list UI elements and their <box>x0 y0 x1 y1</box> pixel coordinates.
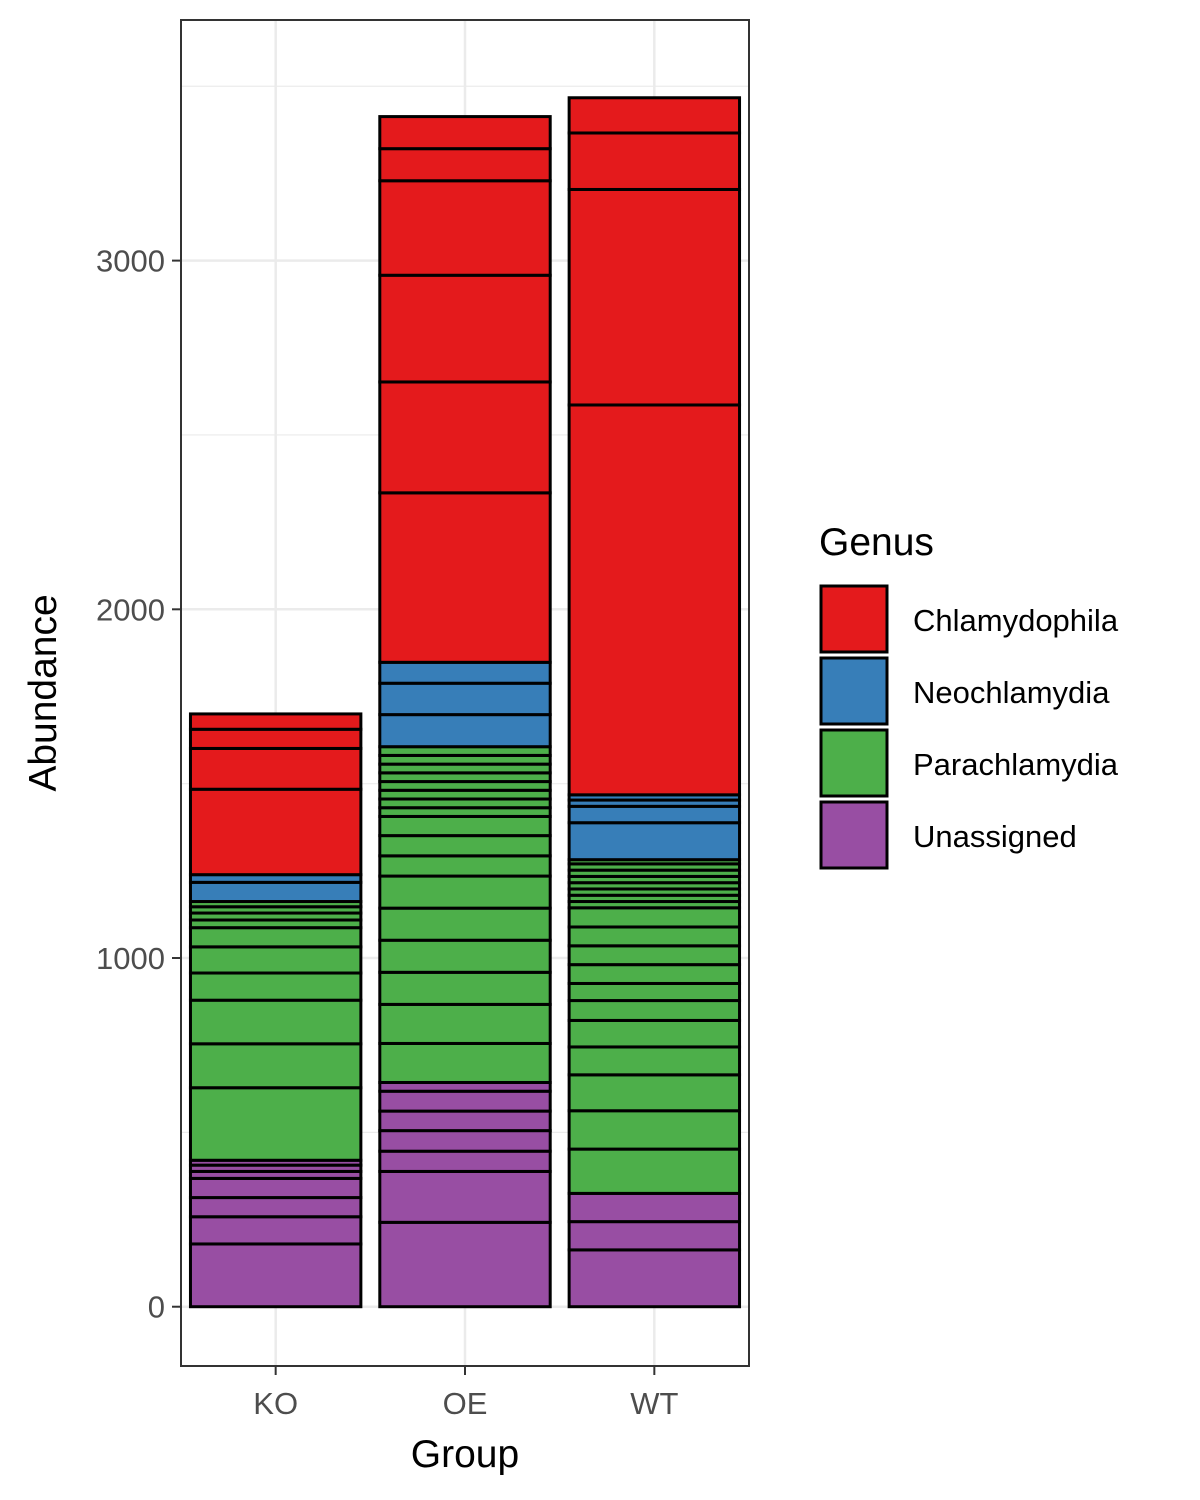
bar-segment-wt-parachlamydia <box>567 999 742 1022</box>
bar-segment-oe-parachlamydia <box>378 1041 552 1085</box>
legend-label-unassigned: Unassigned <box>913 819 1077 854</box>
bar-segment-oe-parachlamydia <box>378 834 552 858</box>
bar-segment-wt-parachlamydia <box>567 944 742 967</box>
bar-segment-oe-neochlamydia <box>378 660 552 685</box>
x-tick-label-ko: KO <box>253 1386 298 1421</box>
bar-segment-oe-neochlamydia <box>378 713 552 749</box>
bar-segment-oe-parachlamydia <box>378 874 552 910</box>
bar-segment-ko-parachlamydia <box>188 945 363 975</box>
bar-segment-oe-parachlamydia <box>378 814 552 838</box>
bar-segment-ko-chlamydophila <box>188 727 363 750</box>
bar-segment-oe-chlamydophila <box>378 147 552 183</box>
bar-segment-oe-unassigned <box>378 1089 552 1113</box>
bar-segment-oe-chlamydophila <box>378 380 552 495</box>
bar-segment-wt-parachlamydia <box>567 981 742 1003</box>
bar-segment-wt-unassigned <box>567 1248 742 1309</box>
legend-key-unassigned <box>819 800 889 870</box>
bar-segment-wt-chlamydophila <box>567 96 742 135</box>
bar-segment-oe-chlamydophila <box>378 179 552 277</box>
bar-segment-ko-chlamydophila <box>188 746 363 791</box>
x-axis-title: Group <box>411 1433 519 1476</box>
bar-segment-ko-parachlamydia <box>188 1042 363 1090</box>
legend-title: Genus <box>819 521 934 564</box>
bar-segment-wt-parachlamydia <box>567 906 742 929</box>
bar-segment-oe-unassigned <box>378 1169 552 1224</box>
bar-segment-oe-parachlamydia <box>378 970 552 1006</box>
bar-segment-oe-chlamydophila <box>378 273 552 384</box>
bar-segment-ko-unassigned <box>188 1196 363 1219</box>
legend-key-parachlamydia <box>819 728 889 798</box>
y-tick-label: 3000 <box>96 244 165 279</box>
bar-segment-oe-unassigned <box>378 1220 552 1309</box>
bar-segment-ko-unassigned <box>188 1242 363 1309</box>
bar-segment-wt-unassigned <box>567 1220 742 1252</box>
y-tick-label: 2000 <box>96 592 165 627</box>
y-axis: 0 1000 2000 3000 <box>96 244 181 1325</box>
bar-segment-ko-parachlamydia <box>188 998 363 1046</box>
bar-segment-ko-unassigned <box>188 1176 363 1200</box>
legend-key-chlamydophila <box>819 584 889 654</box>
bar-segment-wt-neochlamydia <box>567 804 742 825</box>
bar-segment-ko-chlamydophila <box>188 712 363 731</box>
bar-segment-ko-parachlamydia <box>188 971 363 1002</box>
bar-segment-wt-chlamydophila <box>567 131 742 191</box>
bar-segment-wt-chlamydophila <box>567 403 742 797</box>
bar-segment-wt-chlamydophila <box>567 187 742 407</box>
bar-segment-ko-unassigned <box>188 1215 363 1246</box>
bar-segment-wt-parachlamydia <box>567 1109 742 1151</box>
legend-key-neochlamydia <box>819 656 889 726</box>
bar-segment-ko-chlamydophila <box>188 787 363 877</box>
bar-segment-wt-parachlamydia <box>567 1018 742 1049</box>
bar-segment-wt-parachlamydia <box>567 925 742 948</box>
bar-segment-oe-parachlamydia <box>378 854 552 878</box>
bar-segment-oe-unassigned <box>378 1149 552 1173</box>
bar-segment-oe-parachlamydia <box>378 938 552 974</box>
bar-segment-oe-chlamydophila <box>378 491 552 664</box>
bar-segment-oe-neochlamydia <box>378 681 552 717</box>
bar-segment-oe-parachlamydia <box>378 906 552 942</box>
bar-segment-wt-parachlamydia <box>567 963 742 985</box>
bar-segment-wt-unassigned <box>567 1191 742 1224</box>
x-tick-label-oe: OE <box>443 1386 488 1421</box>
bar-segment-wt-parachlamydia <box>567 1045 742 1077</box>
x-tick-label-wt: WT <box>630 1386 678 1421</box>
bar-segment-wt-parachlamydia <box>567 1147 742 1195</box>
bar-segment-ko-neochlamydia <box>188 880 363 904</box>
bar-segment-oe-unassigned <box>378 1129 552 1153</box>
y-tick-label: 1000 <box>96 941 165 976</box>
bar-segment-oe-unassigned <box>378 1109 552 1133</box>
legend: Genus Chlamydophila Neochlamydia Parachlam… <box>819 521 1119 870</box>
legend-label-chlamydophila: Chlamydophila <box>913 603 1119 638</box>
bar-segment-wt-neochlamydia <box>567 821 742 862</box>
y-tick-label: 0 <box>148 1290 165 1325</box>
bar-segment-oe-parachlamydia <box>378 1002 552 1045</box>
legend-label-parachlamydia: Parachlamydia <box>913 747 1119 782</box>
bar-segment-ko-parachlamydia <box>188 926 363 949</box>
bar-segment-ko-parachlamydia <box>188 1086 363 1162</box>
x-axis: KO OE WT <box>253 1366 678 1421</box>
bar-segment-wt-parachlamydia <box>567 1073 742 1113</box>
bar-segment-oe-chlamydophila <box>378 115 552 151</box>
y-axis-title: Abundance <box>22 594 65 791</box>
legend-label-neochlamydia: Neochlamydia <box>913 675 1110 710</box>
bars <box>188 96 742 1309</box>
